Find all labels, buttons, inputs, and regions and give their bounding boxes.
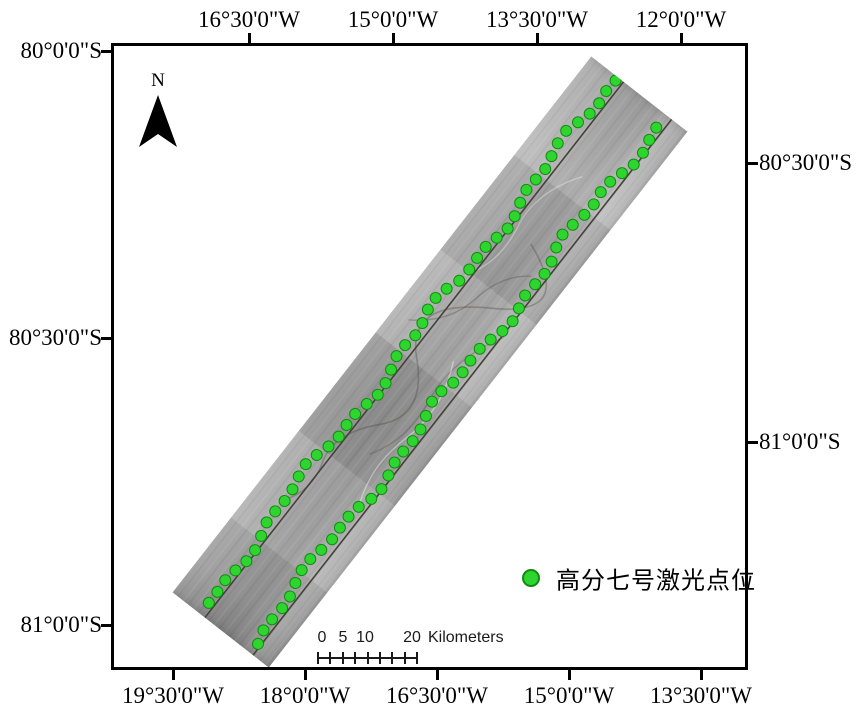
longitude-label-bottom: 15°0'0"W: [523, 683, 615, 708]
graticule-tick-left: [101, 49, 111, 53]
graticule-tick-bottom: [303, 670, 307, 680]
longitude-label-bottom: 18°0'0"W: [259, 683, 351, 708]
latitude-label-left: 80°30'0"S: [8, 325, 102, 350]
strip-terrain-texture: [172, 56, 688, 668]
north-arrow-label: N: [151, 70, 165, 91]
scale-bar-tick: [354, 652, 357, 664]
graticule-tick-top: [247, 33, 251, 43]
latitude-label-right: 81°0'0"S: [759, 429, 841, 454]
graticule-tick-top: [391, 33, 395, 43]
scale-bar-number: 0: [317, 629, 327, 646]
graticule-tick-bottom: [699, 670, 703, 680]
north-arrow-icon: [139, 95, 177, 147]
scale-bar-tick: [341, 652, 344, 664]
scale-bar-tick: [403, 652, 406, 664]
graticule-tick-left: [101, 623, 111, 627]
longitude-label-bottom: 16°30'0"W: [386, 683, 488, 708]
legend-label: 高分七号激光点位: [556, 568, 756, 595]
graticule-tick-right: [748, 440, 758, 444]
longitude-label-top: 13°30'0"W: [486, 7, 588, 32]
scale-bar-tick: [317, 652, 319, 664]
scale-bar-tick: [329, 652, 332, 664]
latitude-label-left: 81°0'0"S: [20, 612, 102, 637]
graticule-tick-bottom: [171, 670, 175, 680]
longitude-label-top: 12°0'0"W: [635, 7, 727, 32]
scale-bar-number: 20: [403, 629, 421, 646]
graticule-tick-right: [748, 161, 758, 165]
scale-bar-unit-label: Kilometers: [428, 629, 504, 646]
graticule-tick-bottom: [435, 670, 439, 680]
scale-bar-tick: [391, 652, 394, 664]
scale-bar-number: 5: [338, 629, 348, 646]
scale-bar-tick: [416, 652, 418, 664]
latitude-label-right: 80°30'0"S: [759, 150, 853, 175]
longitude-label-top: 15°0'0"W: [347, 7, 439, 32]
legend-marker-icon: [522, 569, 540, 587]
graticule-tick-top: [535, 33, 539, 43]
satellite-image-strip: [172, 56, 688, 668]
longitude-label-bottom: 19°30'0"W: [122, 683, 224, 708]
scale-bar-number: 10: [356, 629, 374, 646]
latitude-label-left: 80°0'0"S: [20, 38, 102, 63]
longitude-label-bottom: 13°30'0"W: [650, 683, 752, 708]
scale-bar-tick: [366, 652, 369, 664]
scale-bar-tick: [378, 652, 381, 664]
longitude-label-top: 16°30'0"W: [198, 7, 300, 32]
graticule-tick-left: [101, 336, 111, 340]
graticule-tick-top: [679, 33, 683, 43]
graticule-tick-bottom: [567, 670, 571, 680]
